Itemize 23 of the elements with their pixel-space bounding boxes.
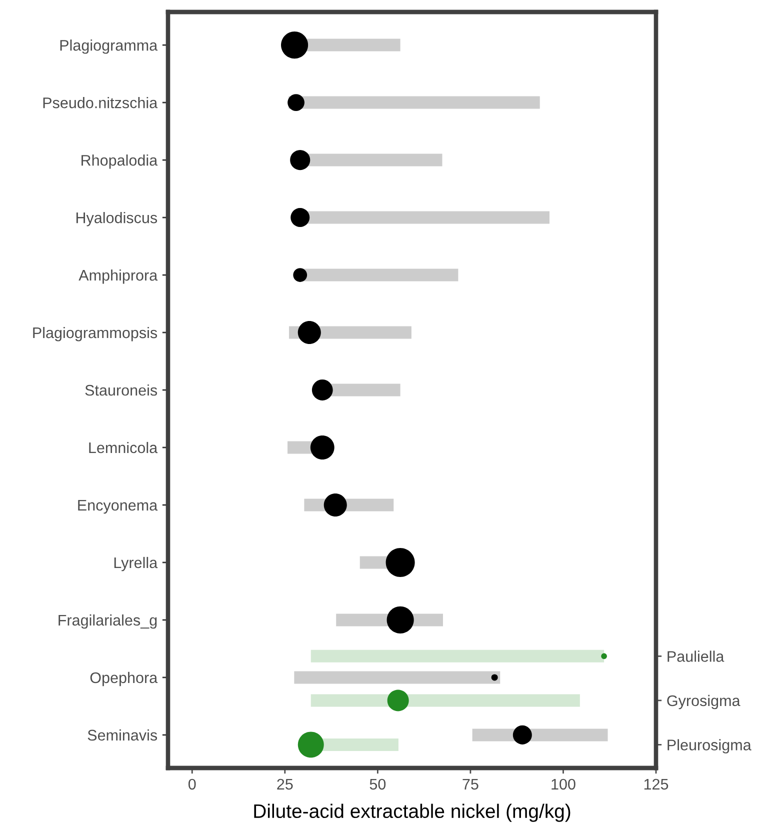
y-tick-label: Opephora xyxy=(90,672,158,686)
x-tick-label: 50 xyxy=(370,778,386,790)
x-tick-label: 125 xyxy=(644,778,668,790)
x-tick-label: 0 xyxy=(188,778,196,790)
y-tick-label: Encyonema xyxy=(78,500,158,514)
x-tick-label: 25 xyxy=(277,778,293,790)
y2-tick-label: Pleurosigma xyxy=(668,739,752,754)
x-axis-title: Dilute-acid extractable nickel (mg/kg) xyxy=(254,804,570,822)
y2-tick-label: Gyrosigma xyxy=(667,694,740,710)
x-tick-label: 75 xyxy=(462,778,478,790)
y-tick-label: Stauroneis xyxy=(85,384,158,396)
y-tick-label: Plagiogrammopsis xyxy=(33,326,158,342)
y-tick-label: Lyrella xyxy=(114,556,158,572)
y-tick-label: Lemnicola xyxy=(89,442,158,454)
y2-tick-label: Pauliella xyxy=(668,650,724,662)
x-tick-label: 100 xyxy=(552,778,576,790)
y-tick-label: Amphiprora xyxy=(78,269,158,284)
y-tick-label: Pseudo.nitzschia xyxy=(43,97,158,108)
y-tick-label: Rhopalodia xyxy=(82,154,158,169)
y-tick-label: Hyalodiscus xyxy=(76,212,158,226)
y-tick-label: Plagiogramma xyxy=(60,40,158,54)
y-tick-label: Fragilariales_g xyxy=(58,614,157,629)
y-tick-label: Seminavis xyxy=(88,729,158,741)
